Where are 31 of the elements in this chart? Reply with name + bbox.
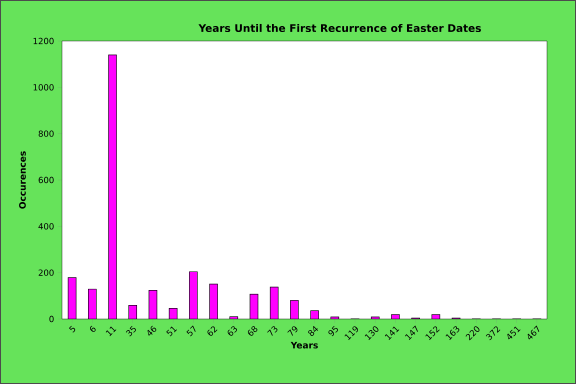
x-tick-label: 130: [364, 326, 378, 340]
x-tick-label: 57: [186, 325, 196, 336]
x-tick-label: 119: [344, 326, 358, 340]
x-tick-label: 141: [384, 326, 400, 340]
x-tick-label: 152: [425, 326, 440, 340]
y-tick-label: 200: [38, 269, 54, 276]
y-tick-label: 0: [49, 316, 54, 322]
y-tick-label: 400: [38, 223, 54, 230]
y-axis-title: Occurences: [19, 151, 26, 209]
x-tick-label: 84: [308, 326, 318, 336]
x-tick-label: 5: [68, 326, 76, 333]
x-tick-label: 79: [287, 326, 298, 336]
x-tick-label: 11: [106, 326, 116, 336]
x-tick-label: 73: [267, 326, 278, 336]
x-tick-label: 62: [207, 326, 218, 336]
x-tick-label: 451: [507, 326, 521, 340]
y-tick-label: 1000: [34, 84, 54, 91]
chart-title: Years Until the First Recurrence of Easter Dates: [198, 24, 481, 32]
x-axis-title: Years: [290, 342, 318, 348]
x-tick-label: 35: [126, 326, 136, 336]
x-tick-label: 51: [166, 326, 177, 336]
x-tick-label: 63: [228, 326, 238, 336]
y-tick-label: 1200: [34, 38, 54, 44]
x-tick-label: 68: [248, 326, 258, 336]
x-tick-label: 46: [148, 326, 156, 336]
y-tick-label: 800: [38, 130, 54, 137]
y-tick-label: 600: [38, 176, 54, 184]
x-tick-label: 467: [528, 326, 540, 340]
x-tick-label: 6: [90, 326, 96, 332]
x-tick-label: 95: [328, 326, 338, 336]
x-tick-label: 163: [446, 326, 460, 340]
